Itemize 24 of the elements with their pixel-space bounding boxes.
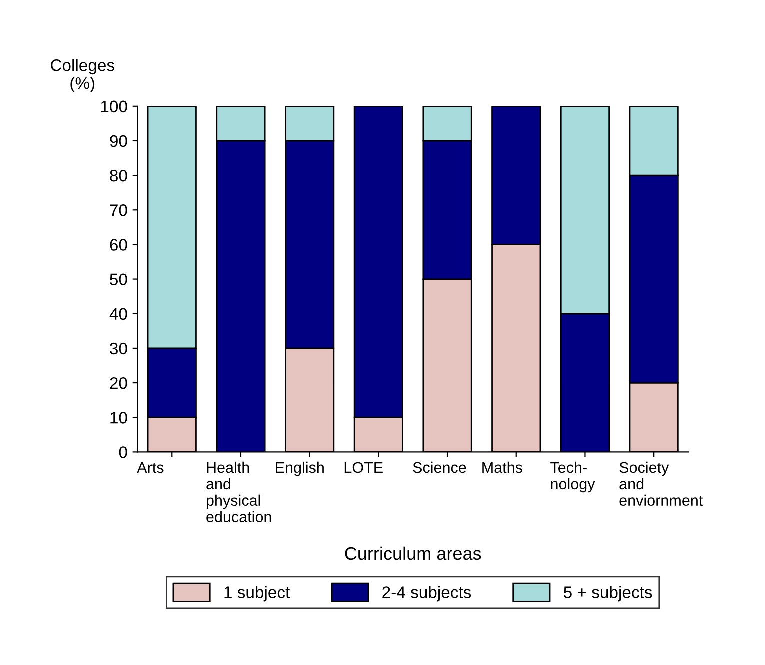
- y-tick-label: 80: [110, 170, 128, 182]
- y-tick-label: 50: [110, 274, 128, 286]
- x-tick-label: Society and enviornment: [620, 462, 704, 506]
- y-tick-label: 40: [110, 308, 128, 320]
- x-tick-label: Science: [413, 462, 466, 474]
- x-tick-label: Arts: [137, 462, 164, 474]
- y-tick-label: 10: [110, 412, 128, 424]
- x-tick-label: Maths: [482, 462, 522, 474]
- y-axis-title: Colleges (%): [51, 59, 114, 93]
- legend-label: 5 + subjects: [564, 586, 652, 602]
- x-tick-label: English: [276, 462, 324, 476]
- x-tick-label: Health and physical education: [206, 462, 272, 523]
- legend-label: 2-4 subjects: [382, 586, 472, 602]
- legend-label: 1 subject: [224, 586, 290, 602]
- y-tick-label: 0: [119, 446, 128, 458]
- y-tick-label: 20: [110, 377, 128, 390]
- x-axis-title: Curriculum areas: [345, 546, 482, 560]
- y-tick-label: 90: [110, 135, 128, 148]
- y-tick-label: 30: [110, 342, 128, 355]
- x-tick-label: Tech- nology: [550, 462, 596, 493]
- y-tick-label: 60: [110, 239, 128, 251]
- y-tick-label: 70: [110, 204, 128, 216]
- x-tick-label: LOTE: [344, 462, 383, 474]
- y-tick-label: 100: [101, 100, 128, 113]
